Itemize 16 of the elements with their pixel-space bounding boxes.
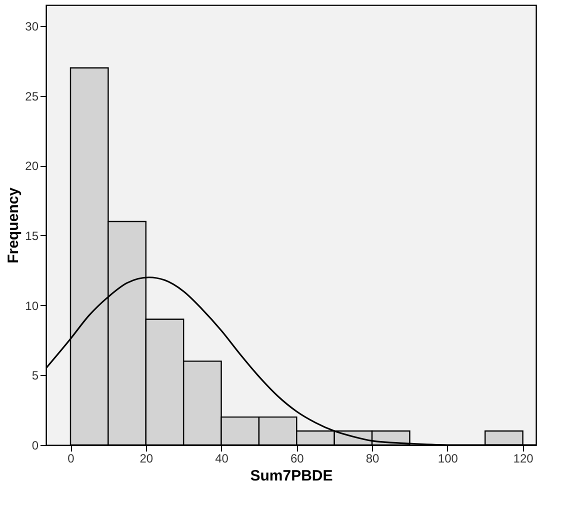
y-tick-label: 15	[25, 228, 39, 243]
y-tick-label: 25	[25, 89, 39, 104]
y-tick-label: 30	[25, 19, 39, 34]
y-tick-label: 10	[25, 298, 39, 313]
y-tick-label: 0	[32, 438, 39, 452]
x-tick-label: 120	[513, 452, 534, 466]
x-tick-label: 80	[366, 452, 380, 466]
y-tick-label: 20	[25, 159, 39, 174]
x-tick-label: 0	[68, 452, 75, 466]
y-axis-title: Frequency	[5, 186, 22, 264]
x-tick-label: 40	[215, 452, 229, 466]
x-tick-label: 60	[290, 452, 304, 466]
x-tick-label: 20	[140, 452, 154, 466]
x-tick-label: 100	[438, 452, 458, 466]
x-axis-title: Sum7PBDE	[250, 468, 333, 484]
y-tick-label: 5	[32, 368, 39, 383]
